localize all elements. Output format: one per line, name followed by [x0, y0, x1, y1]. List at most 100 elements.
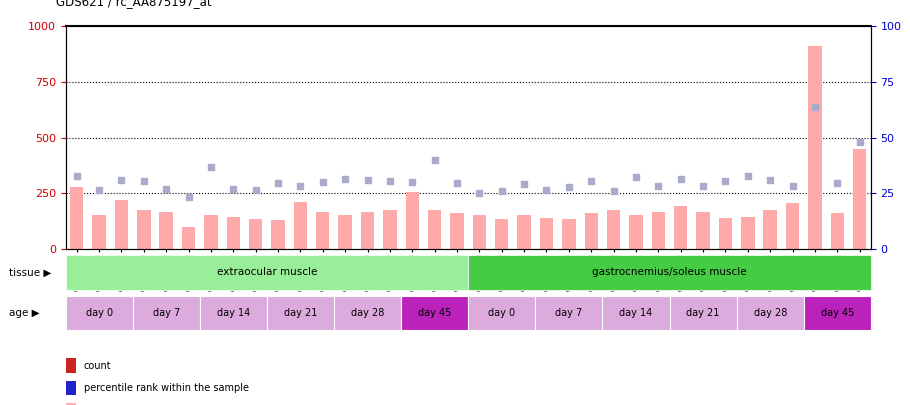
Text: day 28: day 28: [753, 308, 787, 318]
Text: day 21: day 21: [686, 308, 720, 318]
Bar: [562, 219, 575, 249]
Bar: [339, 215, 352, 249]
Bar: [674, 206, 687, 249]
Bar: [763, 210, 777, 249]
Text: GDS621 / rc_AA875197_at: GDS621 / rc_AA875197_at: [56, 0, 212, 8]
Point: [338, 176, 352, 182]
Bar: [741, 217, 754, 249]
Bar: [518, 215, 531, 249]
Text: day 7: day 7: [555, 308, 582, 318]
Bar: [831, 213, 844, 249]
Bar: [853, 149, 866, 249]
Bar: [468, 296, 535, 330]
Bar: [360, 212, 374, 249]
Bar: [70, 187, 84, 249]
Point: [472, 190, 487, 197]
Text: gastrocnemius/soleus muscle: gastrocnemius/soleus muscle: [592, 267, 747, 277]
Bar: [584, 213, 598, 249]
Bar: [66, 296, 133, 330]
Point: [584, 178, 599, 184]
Point: [450, 180, 464, 187]
Point: [785, 182, 800, 189]
Point: [293, 182, 308, 189]
Text: age ▶: age ▶: [9, 308, 40, 318]
Bar: [182, 227, 196, 249]
Text: day 7: day 7: [153, 308, 180, 318]
Bar: [696, 212, 710, 249]
Point: [561, 183, 576, 190]
Text: day 28: day 28: [351, 308, 384, 318]
Bar: [267, 296, 334, 330]
Point: [853, 139, 867, 145]
Bar: [200, 296, 267, 330]
Point: [651, 182, 665, 189]
Text: day 45: day 45: [821, 308, 854, 318]
Text: day 14: day 14: [620, 308, 652, 318]
Point: [629, 173, 643, 180]
Point: [316, 179, 330, 185]
Point: [540, 187, 554, 193]
Bar: [468, 255, 871, 290]
Point: [494, 188, 509, 194]
Text: day 0: day 0: [488, 308, 515, 318]
Point: [428, 157, 442, 163]
Bar: [93, 215, 106, 249]
Text: count: count: [84, 360, 111, 371]
Bar: [428, 210, 441, 249]
Point: [226, 185, 240, 192]
Text: percentile rank within the sample: percentile rank within the sample: [84, 383, 248, 393]
Text: extraocular muscle: extraocular muscle: [217, 267, 317, 277]
Bar: [383, 210, 397, 249]
Bar: [630, 215, 642, 249]
Bar: [719, 218, 733, 249]
Bar: [271, 220, 285, 249]
Bar: [607, 210, 621, 249]
Bar: [316, 212, 329, 249]
Text: day 45: day 45: [418, 308, 451, 318]
Bar: [472, 215, 486, 249]
Point: [808, 103, 823, 110]
Point: [696, 182, 711, 189]
Bar: [294, 202, 308, 249]
Point: [517, 181, 531, 188]
Bar: [204, 215, 217, 249]
Bar: [786, 203, 799, 249]
Point: [92, 187, 106, 193]
Point: [136, 178, 151, 184]
Bar: [159, 212, 173, 249]
Text: day 21: day 21: [284, 308, 317, 318]
Point: [673, 176, 688, 182]
Point: [606, 188, 621, 194]
Point: [763, 177, 777, 183]
Bar: [66, 255, 468, 290]
Point: [360, 177, 375, 183]
Bar: [535, 296, 602, 330]
Bar: [495, 219, 509, 249]
Bar: [737, 296, 804, 330]
Text: day 0: day 0: [86, 308, 113, 318]
Point: [830, 180, 844, 187]
Bar: [406, 192, 419, 249]
Point: [741, 173, 755, 179]
Text: tissue ▶: tissue ▶: [9, 267, 52, 277]
Point: [405, 179, 420, 185]
Bar: [670, 296, 737, 330]
Point: [271, 180, 286, 187]
Point: [382, 178, 397, 184]
Point: [69, 173, 84, 179]
Point: [181, 194, 196, 200]
Point: [248, 187, 263, 193]
Bar: [137, 210, 150, 249]
Text: day 14: day 14: [217, 308, 250, 318]
Bar: [227, 217, 240, 249]
Point: [204, 164, 218, 170]
Bar: [115, 200, 128, 249]
Bar: [804, 296, 871, 330]
Bar: [808, 47, 822, 249]
Bar: [540, 218, 553, 249]
Bar: [249, 219, 262, 249]
Point: [114, 177, 128, 183]
Bar: [602, 296, 670, 330]
Point: [718, 178, 733, 184]
Bar: [133, 296, 200, 330]
